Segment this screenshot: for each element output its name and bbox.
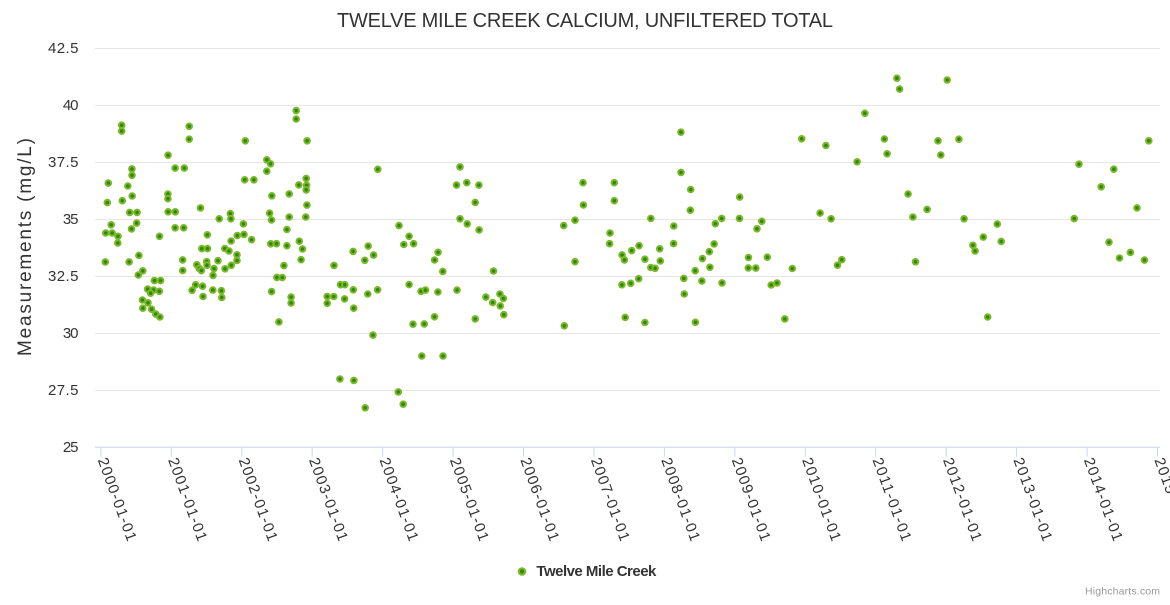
- svg-text:37.5: 37.5: [48, 154, 79, 171]
- svg-text:40: 40: [63, 97, 79, 114]
- svg-text:TWELVE MILE CREEK CALCIUM, UNF: TWELVE MILE CREEK CALCIUM, UNFILTERED TO…: [337, 10, 833, 32]
- svg-text:27.5: 27.5: [48, 382, 79, 399]
- svg-text:30: 30: [63, 325, 79, 342]
- svg-text:42.5: 42.5: [48, 40, 79, 57]
- svg-text:Measurements (mg/L): Measurements (mg/L): [15, 138, 36, 356]
- svg-text:25: 25: [63, 439, 79, 456]
- svg-text:Twelve Mile Creek: Twelve Mile Creek: [536, 563, 657, 580]
- svg-text:Highcharts.com: Highcharts.com: [1085, 586, 1160, 598]
- svg-text:32.5: 32.5: [48, 268, 79, 285]
- svg-text:35: 35: [63, 211, 79, 228]
